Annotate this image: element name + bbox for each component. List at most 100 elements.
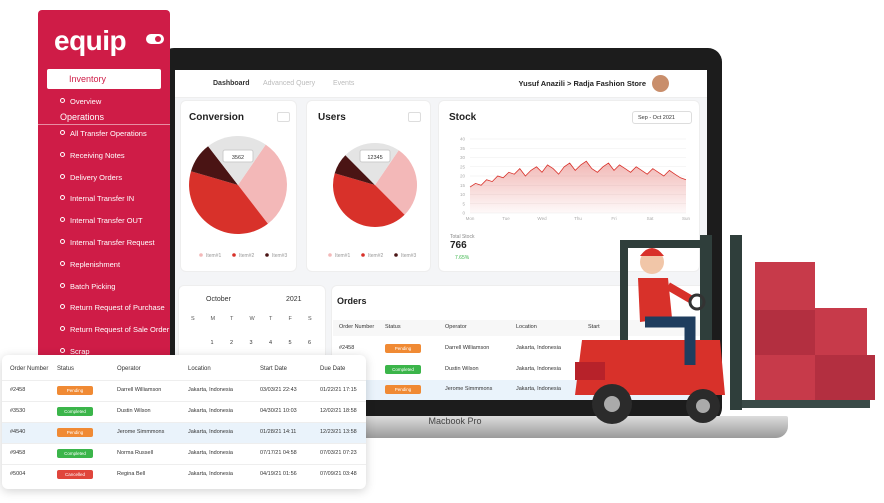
- table-cell: Jakarta, Indonesia: [188, 408, 233, 414]
- table-header: Operator: [445, 324, 467, 330]
- x-tick-label: Fri: [611, 216, 616, 221]
- x-tick-label: Tue: [502, 216, 510, 221]
- total-label: Total Stock: [450, 234, 475, 240]
- table-header: Start Date: [260, 366, 288, 372]
- table-header: Status: [57, 366, 75, 372]
- calendar-day[interactable]: 2: [230, 340, 234, 346]
- menu-item[interactable]: Replenishment: [70, 259, 121, 269]
- total-value: 766: [450, 240, 467, 251]
- breadcrumb: Yusuf Anazili > Radja Fashion Store: [518, 79, 646, 88]
- menu-bullet: [60, 217, 65, 223]
- topbar: [175, 70, 707, 98]
- y-tick-label: 15: [460, 183, 466, 188]
- menu-bullet: [60, 195, 65, 201]
- box: [815, 308, 867, 355]
- counterweight: [575, 362, 605, 380]
- status-badge: Pending: [385, 385, 421, 394]
- calendar-day[interactable]: 3: [249, 340, 253, 346]
- table-cell: #3530: [10, 408, 26, 414]
- table-header: Order Number: [339, 324, 375, 330]
- worker-body: [638, 278, 672, 322]
- menu-item[interactable]: Scrap: [70, 347, 90, 356]
- pie-slice: [333, 173, 405, 227]
- row-divider: [2, 422, 366, 423]
- weekday: F: [288, 316, 292, 322]
- table-cell: 12/02/21 18:58: [320, 408, 357, 414]
- legend-label: Item#2: [239, 253, 255, 259]
- calendar-day[interactable]: 5: [288, 340, 292, 346]
- menu-item[interactable]: All Transfer Operations: [70, 129, 147, 138]
- table-cell: #4540: [10, 429, 26, 435]
- table-header: Due Date: [320, 366, 346, 372]
- fork: [742, 400, 870, 408]
- table-cell: Jakarta, Indonesia: [516, 365, 561, 372]
- table-cell: Dustin Wilson: [445, 365, 479, 372]
- pie-slice: [191, 146, 238, 185]
- menu-item[interactable]: Internal Transfer Request: [70, 238, 155, 247]
- calendar-day[interactable]: 6: [308, 340, 312, 346]
- steering-wheel: [688, 293, 706, 311]
- table-cell: Regina Bell: [117, 471, 146, 477]
- menu-item[interactable]: Return Request of Purchase: [70, 303, 165, 313]
- y-tick-label: 0: [462, 211, 465, 216]
- table-cell: Jerome Simmmons: [117, 429, 165, 435]
- orders-title: Orders: [337, 296, 367, 306]
- table-header: Order Number: [10, 366, 49, 372]
- menu-item[interactable]: Internal Transfer OUT: [70, 216, 143, 226]
- table-cell: Jakarta, Indonesia: [188, 471, 233, 477]
- hub: [604, 396, 620, 412]
- calendar-day[interactable]: 1: [210, 340, 214, 346]
- legend-dot: [232, 253, 236, 257]
- avatar: [652, 75, 669, 92]
- menu-item[interactable]: Batch Picking: [70, 281, 116, 291]
- nav-tab[interactable]: Dashboard: [213, 80, 250, 87]
- y-tick-label: 5: [462, 201, 465, 206]
- worker-arm: [665, 282, 695, 304]
- legend-label: Item#2: [368, 253, 384, 259]
- menu-item[interactable]: Internal Transfer IN: [70, 194, 135, 204]
- table-header: Location: [516, 324, 537, 330]
- y-tick-label: 35: [460, 146, 466, 151]
- date-picker[interactable]: Sep - Oct 2021: [632, 111, 692, 124]
- nav-tab[interactable]: Events: [333, 80, 355, 87]
- x-tick-label: Sun: [682, 216, 691, 221]
- table-cell: 01/22/21 17:15: [320, 387, 357, 393]
- status-badge: Pending: [57, 428, 93, 437]
- weekday: T: [269, 316, 273, 322]
- table-cell: #9458: [10, 450, 26, 456]
- table-cell: Jakarta, Indonesia: [188, 429, 233, 435]
- weekday: S: [191, 316, 195, 322]
- y-tick-label: 20: [460, 174, 466, 179]
- y-tick-label: 10: [460, 192, 466, 197]
- table-cell: 12/23/21 13:58: [320, 429, 357, 435]
- table-cell: Darrell Williamson: [445, 345, 490, 351]
- pie-slice: [375, 150, 418, 215]
- menu-active[interactable]: Inventory: [47, 69, 161, 89]
- table-cell: 03/03/21 22:43: [260, 387, 297, 393]
- row-divider: [2, 401, 366, 402]
- mast: [730, 235, 742, 410]
- card-title: Users: [318, 112, 346, 123]
- more-button[interactable]: [277, 112, 290, 122]
- menu-bullet: [60, 304, 65, 310]
- menu-bullet: [60, 348, 65, 353]
- calendar-day[interactable]: 4: [269, 340, 273, 346]
- legend-label: Item#1: [335, 253, 351, 259]
- menu-bullet: [60, 326, 65, 332]
- sidebar: equip Inventory Overview Operations All Tran…: [38, 10, 170, 360]
- status-badge: Completed: [385, 364, 421, 374]
- pie-slice: [334, 155, 375, 185]
- menu-item[interactable]: Receiving Notes: [70, 150, 125, 160]
- hub: [696, 399, 710, 413]
- row-highlight: [2, 423, 366, 443]
- y-tick-label: 25: [460, 164, 466, 169]
- menu-item[interactable]: Return Request of Sale Order: [70, 325, 170, 335]
- weekday: S: [308, 316, 312, 322]
- table-cell: 07/09/21 03:48: [320, 471, 357, 477]
- menu-item[interactable]: Overview: [70, 97, 102, 106]
- table-cell: Jakarta, Indonesia: [516, 386, 561, 392]
- menu-item[interactable]: Delivery Orders: [70, 172, 123, 182]
- nav-tab[interactable]: Advanced Query: [263, 80, 316, 87]
- more-button[interactable]: [408, 112, 421, 122]
